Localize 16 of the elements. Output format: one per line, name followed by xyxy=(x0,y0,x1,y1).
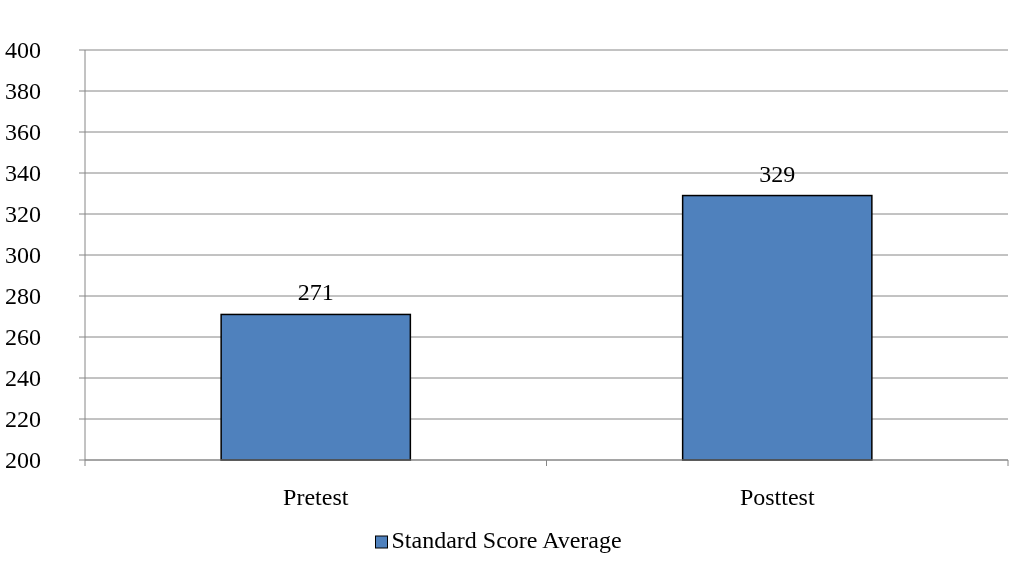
y-tick-label: 220 xyxy=(5,406,41,433)
y-tick-label: 320 xyxy=(5,201,41,228)
x-tick-label: Pretest xyxy=(283,484,349,510)
data-label: 271 xyxy=(297,279,334,306)
y-tick-label: 400 xyxy=(5,37,41,64)
y-tick-label: 200 xyxy=(5,447,41,474)
y-tick-label: 240 xyxy=(5,365,41,392)
y-tick-label: 380 xyxy=(5,78,41,105)
x-tick-label: Posttest xyxy=(739,484,815,510)
legend-label: Standard Score Average xyxy=(391,527,622,553)
y-tick-label: 280 xyxy=(5,283,41,310)
data-label: 329 xyxy=(759,160,796,187)
y-tick-label: 300 xyxy=(5,242,41,269)
y-tick-label: 260 xyxy=(5,324,41,351)
y-tick-label: 360 xyxy=(5,119,41,146)
y-tick-label: 340 xyxy=(5,160,41,187)
